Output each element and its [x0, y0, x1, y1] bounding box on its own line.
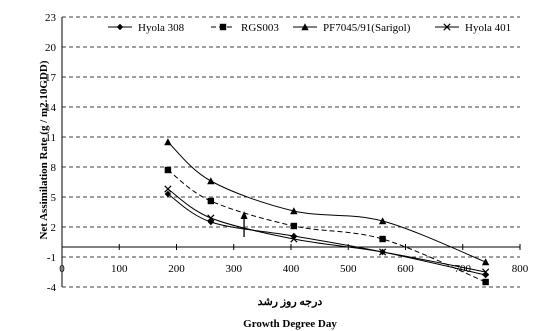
legend-entry: RGS003: [211, 22, 279, 34]
x-tick-label: 600: [397, 263, 414, 275]
annotation-layer: [240, 211, 248, 237]
y-tick-label: -1: [47, 252, 56, 264]
y-tick-label: -4: [47, 282, 57, 294]
y-tick-label: 17: [45, 72, 57, 84]
data-point: [164, 138, 172, 146]
y-axis-title: Net Assimilation Rate (g / m2.10GDD): [38, 60, 50, 239]
legend-label: Hyola 401: [465, 22, 511, 34]
y-tick-label: 11: [45, 132, 56, 144]
legend-label: RGS003: [241, 22, 279, 34]
grid-lines: [62, 16, 520, 288]
marker-stroke: [443, 23, 451, 31]
legend-entry: Hyola 308: [108, 22, 185, 34]
data-point: [290, 222, 298, 230]
marker-stroke: [164, 185, 172, 193]
annotation-arrow-head: [240, 211, 248, 219]
x-tick-label: 500: [340, 263, 357, 275]
x-tick-label: 400: [283, 263, 300, 275]
y-tick-label: 23: [45, 12, 57, 24]
series-line: [167, 193, 486, 276]
data-point: [378, 248, 387, 256]
data-point: [481, 258, 490, 266]
data-point: [378, 217, 387, 225]
y-tick-label: 5: [51, 192, 57, 204]
data-point: [207, 214, 215, 222]
x-axis-title: Growth Degree Day: [243, 318, 337, 330]
legend-label: Hyola 308: [138, 22, 185, 34]
x-axis-title-persian: درجه روز رشد: [258, 296, 323, 308]
data-point: [207, 197, 215, 205]
data-point: [290, 235, 298, 243]
marker-stroke: [378, 248, 387, 256]
legend-label: PF7045/91(Sarigol): [323, 22, 411, 34]
legend: Hyola 308 RGS003 PF7045/91(Sarigol) Hyola 4…: [108, 22, 511, 34]
series-rgs003: [164, 166, 489, 286]
data-point: [164, 190, 172, 198]
axes: [61, 17, 521, 287]
series-line: [167, 169, 486, 283]
x-tick-label: 200: [168, 263, 185, 275]
series-line: [167, 141, 486, 263]
marker-stroke: [482, 268, 490, 276]
legend-marker: [116, 23, 124, 31]
y-tick-label: 2: [51, 222, 57, 234]
marker-stroke: [207, 214, 215, 222]
data-point: [482, 278, 489, 286]
x-tick-label: 100: [111, 263, 128, 275]
legend-marker: [301, 23, 309, 31]
y-tick-label: 14: [45, 102, 57, 114]
series-layer: [164, 138, 490, 286]
data-point: [482, 268, 490, 276]
x-tick-label: 700: [455, 263, 472, 275]
marker-stroke: [290, 235, 298, 243]
series-hyola-401: [164, 185, 490, 276]
series-pf7045-91-sarigol-: [164, 138, 490, 266]
legend-marker: [219, 23, 227, 31]
y-tick-labels: -4 -1 2 5 8 11 14 17 20 23: [45, 12, 57, 294]
series-line: [167, 188, 486, 273]
data-point: [164, 185, 172, 193]
data-point: [164, 166, 172, 174]
legend-entry: Hyola 401: [435, 22, 511, 34]
data-point: [207, 177, 215, 185]
data-point: [379, 235, 386, 243]
x-tick-label: 300: [226, 263, 243, 275]
x-tick-labels: 0 100 200 300 400 500 600 700 800: [59, 263, 529, 275]
legend-marker: [443, 23, 451, 31]
y-tick-label: 20: [45, 42, 57, 54]
data-point: [290, 207, 298, 215]
y-tick-label: 8: [51, 162, 57, 174]
x-tick-label: 0: [59, 263, 65, 275]
x-tick-label: 800: [512, 263, 529, 275]
legend-entry: PF7045/91(Sarigol): [293, 22, 411, 34]
